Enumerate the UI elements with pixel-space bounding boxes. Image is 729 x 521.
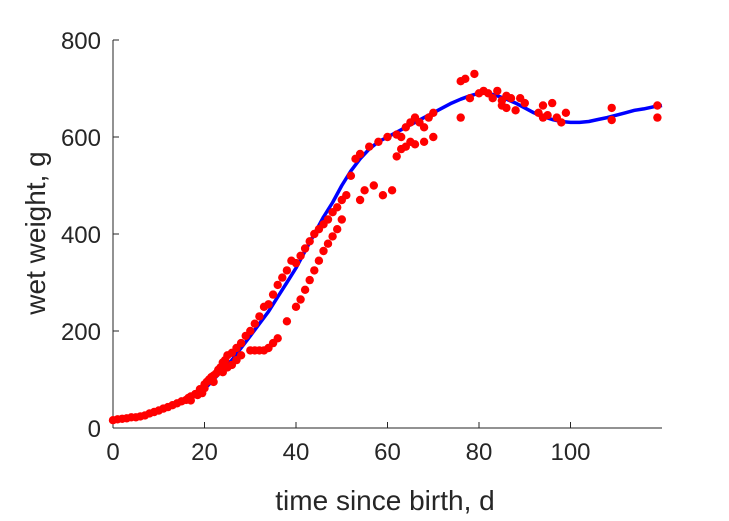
data-point — [543, 111, 552, 120]
data-point — [397, 132, 406, 142]
data-point — [374, 137, 383, 146]
data-point — [319, 246, 328, 256]
y-tick-label: 0 — [88, 416, 101, 443]
data-point — [337, 215, 346, 224]
data-point — [273, 280, 282, 290]
x-tick-label: 80 — [466, 439, 493, 466]
data-point — [520, 98, 529, 108]
x-axis-title: time since birth, d — [275, 485, 494, 516]
data-point — [333, 203, 342, 212]
data-point — [268, 290, 278, 299]
x-tick-label: 60 — [374, 439, 401, 466]
data-point — [383, 132, 392, 142]
axes: 0 20 40 60 80 100 0 200 400 600 800 — [61, 28, 662, 466]
data-point — [355, 195, 365, 205]
data-point — [456, 113, 465, 122]
data-point — [250, 319, 259, 328]
data-point — [346, 171, 356, 180]
y-tick-label: 600 — [61, 125, 101, 152]
data-point — [607, 103, 616, 113]
data-point — [548, 98, 557, 108]
data-point — [429, 132, 438, 142]
data-point — [323, 215, 333, 224]
data-point — [305, 275, 314, 285]
data-point — [538, 101, 548, 110]
data-point — [461, 74, 470, 84]
data-point — [465, 94, 475, 103]
data-point — [328, 232, 337, 241]
data-point — [273, 334, 282, 343]
data-point — [419, 123, 429, 132]
data-point — [511, 106, 520, 115]
data-points-series — [108, 69, 662, 425]
data-point — [300, 244, 310, 253]
data-point — [653, 101, 662, 110]
x-tick-label: 100 — [550, 439, 590, 466]
data-point — [387, 186, 397, 195]
data-point — [296, 295, 305, 304]
data-point — [419, 137, 429, 146]
data-point — [282, 317, 292, 326]
data-point — [323, 239, 333, 248]
y-tick-label: 800 — [61, 28, 101, 55]
data-point — [186, 396, 195, 405]
data-point — [653, 113, 662, 122]
data-point — [378, 191, 388, 200]
data-point — [470, 69, 479, 79]
data-point — [236, 351, 246, 360]
data-point — [305, 237, 314, 246]
x-tick-label: 20 — [191, 439, 218, 466]
data-point — [264, 300, 273, 309]
data-point — [360, 186, 369, 195]
data-point — [282, 266, 292, 275]
data-point — [488, 94, 497, 103]
data-point — [296, 251, 305, 260]
data-point — [333, 225, 342, 234]
data-point — [561, 108, 571, 118]
data-point — [300, 285, 310, 294]
data-point — [314, 256, 324, 265]
data-point — [506, 94, 516, 103]
data-point — [429, 108, 438, 118]
data-point — [278, 273, 287, 282]
data-point — [365, 142, 374, 151]
data-point — [557, 118, 566, 127]
data-point — [291, 258, 301, 268]
data-point — [369, 181, 378, 190]
data-point — [342, 191, 351, 200]
data-point — [410, 140, 420, 149]
data-point — [209, 377, 218, 387]
data-point — [310, 266, 319, 275]
y-tick-label: 400 — [61, 222, 101, 249]
data-point — [493, 86, 502, 96]
data-point — [255, 312, 264, 321]
data-point — [607, 115, 616, 125]
data-point — [291, 302, 301, 311]
x-tick-label: 0 — [106, 439, 119, 466]
data-point — [502, 103, 511, 113]
x-tick-label: 40 — [283, 439, 310, 466]
data-point — [236, 338, 246, 348]
y-axis-title: wet weight, g — [20, 151, 51, 315]
data-point — [246, 326, 255, 336]
data-point — [355, 149, 365, 159]
data-point — [392, 152, 401, 161]
y-tick-label: 200 — [61, 319, 101, 346]
